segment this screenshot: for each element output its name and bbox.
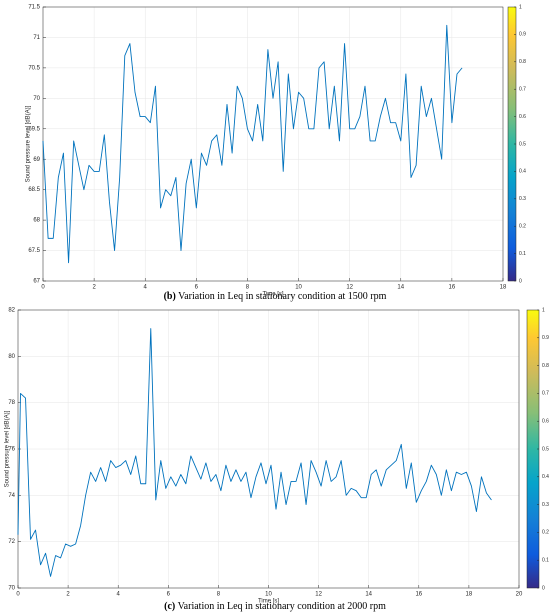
y-tick-label: 76 [8,447,15,453]
colorbar-tick-label: 0.1 [519,251,526,257]
y-tick-label: 67.5 [28,248,40,254]
colorbar-tick-label: 1 [542,307,545,313]
colorbar-tick-label: 0 [542,585,545,591]
x-tick-label: 2 [92,285,96,291]
colorbar-tick-label: 0.9 [519,32,526,38]
colorbar-tick-label: 0.8 [519,59,526,65]
x-tick-label: 4 [117,592,121,598]
colorbar-tick-label: 0.4 [519,169,526,175]
y-tick-label: 67 [33,279,40,285]
colorbar-tick-label: 0.3 [542,502,549,508]
x-tick-label: 6 [167,592,171,598]
x-axis-label: Time [s] [262,292,283,298]
caption-label: (b) [164,291,176,302]
colorbar-tick-label: 0.8 [542,363,549,369]
colorbar-tick-label: 0.5 [519,141,526,147]
x-tick-label: 18 [466,592,473,598]
y-tick-label: 69 [33,157,40,163]
x-tick-label: 6 [195,285,199,291]
x-tick-label: 8 [217,592,221,598]
plot-frame [17,309,520,589]
y-tick-label: 72 [8,539,15,545]
y-tick-label: 74 [8,493,15,499]
x-tick-label: 0 [41,285,45,291]
y-tick-label: 68 [33,218,40,224]
y-axis-label: Sound pressure level [dB(A)] [26,105,32,182]
caption-text: Variation in Leq in stationary condition… [178,601,387,612]
x-tick-label: 12 [315,592,322,598]
y-tick-label: 68.5 [28,187,40,193]
caption: (b) Variation in Leq in stationary condi… [164,291,387,302]
y-tick-label: 70.5 [28,65,40,71]
y-tick-label: 80 [8,354,15,360]
colorbar-tick-label: 0.7 [542,391,549,397]
x-tick-label: 0 [16,592,20,598]
caption-text: Variation in Leq in stationary condition… [178,291,387,302]
colorbar-tick-label: 1 [519,4,522,10]
x-tick-label: 2 [66,592,70,598]
x-tick-label: 18 [500,285,507,291]
colorbar-tick-label: 0.9 [542,335,549,341]
colorbar-tick-label: 0.7 [519,87,526,93]
colorbar-tick-label: 0.1 [542,558,549,564]
x-tick-label: 16 [415,592,422,598]
x-tick-label: 14 [365,592,372,598]
x-tick-label: 12 [346,285,353,291]
y-tick-label: 69.5 [28,126,40,132]
colorbar-tick-label: 0.2 [542,530,549,536]
y-tick-label: 71 [33,35,40,41]
colorbar-tick-label: 0.5 [542,446,549,452]
data-line [42,24,463,264]
plot-area [43,7,503,281]
caption: (c) Variation in Leq in stationary condi… [164,601,386,612]
colorbar-tick-label: 0.3 [519,196,526,202]
x-tick-label: 10 [265,592,272,598]
y-tick-label: 71.5 [28,5,40,11]
y-tick-label: 70 [8,586,15,592]
colorbar-tick-label: 0 [519,278,522,284]
colorbar-tick-label: 0.4 [542,474,549,480]
x-tick-label: 14 [397,285,404,291]
y-tick-label: 78 [8,400,15,406]
colorbar-tick-label: 0.6 [519,114,526,120]
y-axis-label: Sound pressure level [dB(A)] [5,410,11,487]
x-tick-label: 16 [449,285,456,291]
x-tick-label: 8 [246,285,250,291]
caption-label: (c) [164,601,175,612]
colorbar-tick-label: 0.2 [519,224,526,230]
x-tick-label: 20 [516,592,523,598]
y-tick-label: 70 [33,96,40,102]
x-tick-label: 10 [295,285,302,291]
y-tick-label: 82 [8,308,15,314]
colorbar-tick-label: 0.6 [542,419,549,425]
x-axis-label: Time [s] [258,599,279,605]
x-tick-label: 4 [144,285,148,291]
data-line [17,328,492,577]
